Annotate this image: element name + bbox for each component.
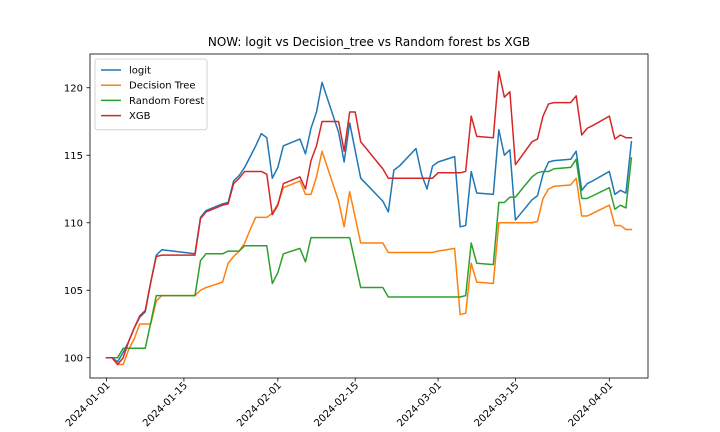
legend-label-3: XGB [129, 111, 151, 122]
legend-label-1: Decision Tree [129, 81, 196, 92]
y-tick-label-1: 105 [64, 286, 83, 297]
chart-title: NOW: logit vs Decision_tree vs Random fo… [208, 35, 530, 49]
legend: logit Decision Tree Random Forest XGB [94, 58, 208, 131]
legend-label-2: Random Forest [129, 96, 204, 107]
y-tick-label-2: 110 [64, 218, 83, 229]
y-tick-label-3: 115 [64, 151, 83, 162]
series-line-3 [105, 70, 633, 366]
legend-box [94, 58, 208, 131]
series-line-2 [105, 157, 633, 359]
plot-area [105, 70, 633, 366]
series-line-1 [105, 150, 633, 366]
legend-label-0: logit [129, 66, 151, 77]
y-tick-label-4: 120 [64, 83, 83, 94]
y-tick-label-0: 100 [64, 353, 83, 364]
axes-frame [89, 53, 649, 379]
